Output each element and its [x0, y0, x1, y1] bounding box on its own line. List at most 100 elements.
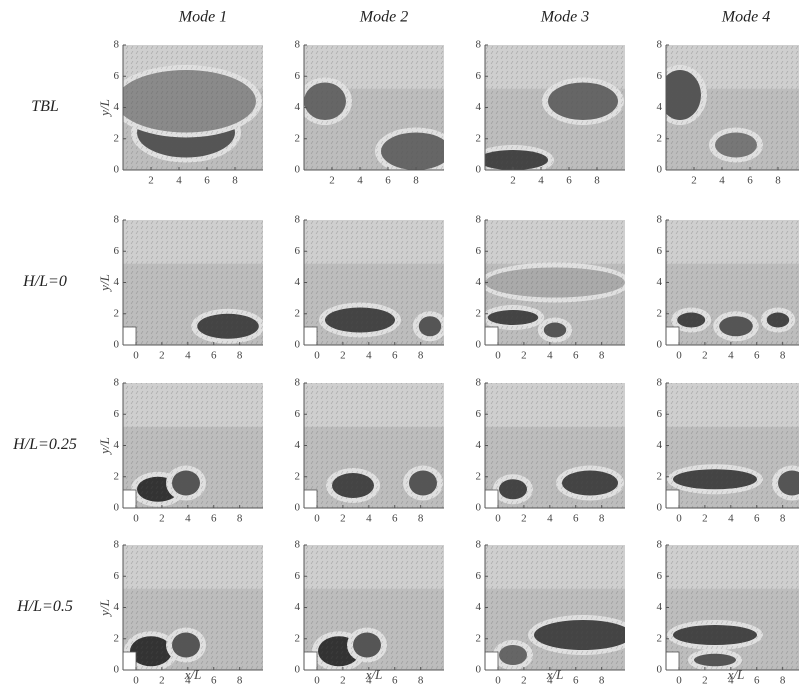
y-axis-label: y/L — [97, 437, 112, 456]
x-tick-label: 2 — [521, 513, 527, 525]
y-tick-label: 0 — [295, 664, 301, 676]
x-tick-label: 2 — [702, 675, 708, 687]
x-tick-label: 8 — [780, 675, 786, 687]
x-tick-label: 8 — [599, 350, 605, 362]
row-label: H/L=0.25 — [12, 436, 77, 453]
column-title: Mode 4 — [721, 9, 770, 26]
x-tick-label: 2 — [702, 350, 708, 362]
x-tick-label: 6 — [211, 350, 217, 362]
y-tick-label: 4 — [295, 601, 301, 613]
x-tick-label: 6 — [566, 175, 572, 187]
x-tick-label: 8 — [237, 675, 243, 687]
x-tick-label: 4 — [366, 513, 372, 525]
x-tick-label: 6 — [385, 175, 391, 187]
vectors — [304, 220, 444, 345]
y-tick-label: 0 — [295, 339, 301, 351]
y-tick-label: 6 — [114, 245, 120, 257]
vectors — [304, 545, 444, 670]
y-tick-label: 6 — [295, 245, 301, 257]
vectors — [123, 545, 263, 670]
y-tick-label: 6 — [295, 70, 301, 82]
y-tick-label: 6 — [657, 245, 663, 257]
x-tick-label: 0 — [133, 675, 139, 687]
block — [485, 490, 498, 508]
x-tick-label: 6 — [573, 350, 579, 362]
x-axis-label: x/L — [365, 667, 383, 682]
y-tick-label: 0 — [476, 339, 482, 351]
y-tick-label: 8 — [295, 39, 301, 51]
x-tick-label: 0 — [314, 675, 320, 687]
vectors — [666, 220, 799, 345]
y-tick-label: 4 — [295, 276, 301, 288]
y-tick-label: 8 — [295, 539, 301, 551]
y-tick-label: 8 — [657, 377, 663, 389]
block — [123, 327, 136, 345]
y-tick-label: 2 — [476, 470, 482, 482]
y-tick-label: 2 — [114, 132, 120, 144]
vectors — [123, 383, 263, 508]
x-tick-label: 4 — [728, 350, 734, 362]
x-tick-label: 2 — [521, 350, 527, 362]
x-tick-label: 2 — [691, 175, 697, 187]
x-tick-label: 4 — [547, 513, 553, 525]
x-tick-label: 6 — [392, 350, 398, 362]
y-tick-label: 4 — [295, 439, 301, 451]
y-tick-label: 0 — [657, 164, 663, 176]
y-tick-label: 0 — [114, 664, 120, 676]
y-tick-label: 6 — [295, 408, 301, 420]
x-tick-label: 0 — [314, 350, 320, 362]
x-tick-label: 2 — [159, 350, 165, 362]
row-label: H/L=0 — [22, 273, 67, 290]
x-tick-label: 2 — [340, 513, 346, 525]
x-tick-label: 6 — [211, 513, 217, 525]
x-tick-label: 4 — [538, 175, 544, 187]
y-tick-label: 6 — [476, 70, 482, 82]
y-tick-label: 0 — [476, 502, 482, 514]
x-tick-label: 2 — [148, 175, 154, 187]
x-axis-label: x/L — [727, 667, 745, 682]
field — [666, 383, 799, 508]
y-tick-label: 2 — [295, 470, 301, 482]
field — [110, 45, 263, 170]
y-tick-label: 8 — [476, 539, 482, 551]
y-tick-label: 2 — [114, 632, 120, 644]
x-tick-label: 8 — [780, 513, 786, 525]
y-tick-label: 4 — [657, 601, 663, 613]
x-tick-label: 6 — [211, 675, 217, 687]
x-tick-label: 8 — [780, 350, 786, 362]
y-tick-label: 6 — [476, 570, 482, 582]
y-tick-label: 6 — [657, 70, 663, 82]
x-tick-label: 8 — [237, 513, 243, 525]
y-tick-label: 6 — [657, 570, 663, 582]
x-tick-label: 4 — [185, 350, 191, 362]
x-tick-label: 8 — [594, 175, 600, 187]
x-tick-label: 4 — [185, 513, 191, 525]
y-tick-label: 2 — [114, 470, 120, 482]
block — [123, 490, 136, 508]
vectors — [485, 383, 625, 508]
x-tick-label: 2 — [702, 513, 708, 525]
field — [485, 545, 638, 670]
y-tick-label: 2 — [657, 470, 663, 482]
vectors — [666, 383, 799, 508]
y-tick-label: 4 — [114, 276, 120, 288]
x-tick-label: 4 — [728, 513, 734, 525]
y-tick-label: 4 — [476, 101, 482, 113]
y-tick-label: 4 — [114, 439, 120, 451]
y-tick-label: 6 — [114, 570, 120, 582]
y-tick-label: 8 — [476, 377, 482, 389]
y-tick-label: 0 — [114, 339, 120, 351]
x-tick-label: 8 — [418, 513, 424, 525]
field — [666, 220, 799, 345]
vectors — [123, 45, 263, 170]
y-tick-label: 8 — [114, 39, 120, 51]
y-tick-label: 8 — [295, 214, 301, 226]
y-tick-label: 8 — [657, 214, 663, 226]
y-tick-label: 0 — [476, 664, 482, 676]
y-tick-label: 6 — [295, 570, 301, 582]
y-tick-label: 8 — [114, 539, 120, 551]
figure: TBLMode 1024682468y/LMode 2024682468Mode… — [0, 0, 799, 689]
y-tick-label: 0 — [114, 164, 120, 176]
row-label: H/L=0.5 — [16, 598, 73, 615]
y-tick-label: 2 — [476, 307, 482, 319]
